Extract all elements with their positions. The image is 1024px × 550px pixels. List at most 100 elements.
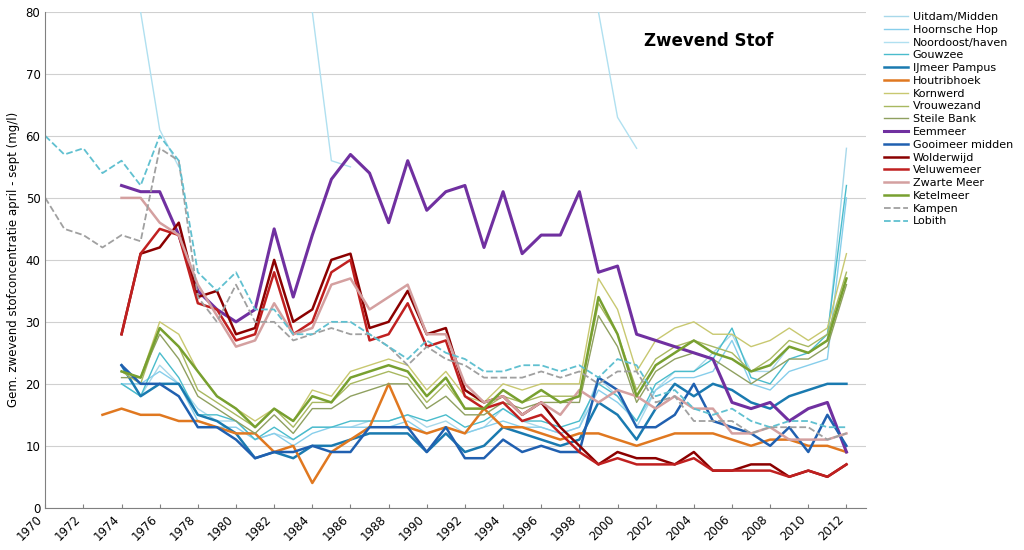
Gouwzee xyxy=(764,381,776,387)
Kornwerd xyxy=(611,306,624,313)
Wolderwijd xyxy=(802,468,814,474)
Steile Bank xyxy=(516,405,528,412)
Lobith xyxy=(229,269,242,276)
Eemmeer xyxy=(802,405,814,412)
Kampen xyxy=(173,157,185,164)
Kampen xyxy=(592,381,604,387)
Kornwerd xyxy=(134,375,146,381)
Vrouwezand xyxy=(154,324,166,331)
Vrouwezand xyxy=(326,399,338,406)
Gooimeer midden xyxy=(229,436,242,443)
Uitdam/Midden xyxy=(364,417,376,424)
Lobith xyxy=(573,362,586,369)
Vrouwezand xyxy=(649,356,662,362)
Ketelmeer xyxy=(306,393,318,399)
Hoornsche Hop xyxy=(191,417,204,424)
Veluwemeer xyxy=(497,399,509,406)
Wolderwijd xyxy=(726,468,738,474)
Veluwemeer xyxy=(802,468,814,474)
Steile Bank xyxy=(229,417,242,424)
Steile Bank xyxy=(821,343,834,350)
Eemmeer xyxy=(173,232,185,238)
Kampen xyxy=(96,244,109,251)
Kornwerd xyxy=(821,324,834,331)
Zwarte Meer xyxy=(478,399,490,406)
Hoornsche Hop xyxy=(802,362,814,369)
Houtribhoek xyxy=(821,443,834,449)
Kampen xyxy=(58,226,71,232)
Uitdam/Midden xyxy=(116,381,128,387)
Vrouwezand xyxy=(134,381,146,387)
Line: Veluwemeer: Veluwemeer xyxy=(122,229,847,477)
Zwarte Meer xyxy=(191,282,204,288)
Gouwzee xyxy=(649,381,662,387)
Ketelmeer xyxy=(191,368,204,375)
Zwarte Meer xyxy=(268,300,281,306)
IJmeer Pampus xyxy=(497,424,509,431)
Kampen xyxy=(611,368,624,375)
Line: Kornwerd: Kornwerd xyxy=(122,254,847,421)
Steile Bank xyxy=(688,350,700,356)
Vrouwezand xyxy=(726,350,738,356)
Uitdam/Midden xyxy=(592,375,604,381)
Steile Bank xyxy=(802,356,814,362)
Kornwerd xyxy=(364,362,376,369)
Veluwemeer xyxy=(611,455,624,461)
Zwarte Meer xyxy=(344,275,356,282)
Gooimeer midden xyxy=(401,424,414,431)
Gouwzee xyxy=(631,417,643,424)
Zwarte Meer xyxy=(592,399,604,406)
Hoornsche Hop xyxy=(134,381,146,387)
Wolderwijd xyxy=(326,256,338,263)
Houtribhoek xyxy=(554,436,566,443)
Uitdam/Midden xyxy=(802,350,814,356)
Eemmeer xyxy=(764,399,776,406)
Gouwzee xyxy=(802,350,814,356)
Gouwzee xyxy=(268,424,281,431)
Veluwemeer xyxy=(421,343,433,350)
Veluwemeer xyxy=(249,331,261,338)
Legend: Uitdam/Midden, Hoornsche Hop, Noordoost/haven, Gouwzee, IJmeer Pampus, Houtribho: Uitdam/Midden, Hoornsche Hop, Noordoost/… xyxy=(880,8,1017,231)
Uitdam/Midden xyxy=(401,411,414,418)
Lobith xyxy=(764,424,776,431)
Veluwemeer xyxy=(401,300,414,306)
Kampen xyxy=(554,375,566,381)
Ketelmeer xyxy=(383,362,395,369)
Houtribhoek xyxy=(306,480,318,486)
Vrouwezand xyxy=(744,368,757,375)
Kornwerd xyxy=(573,381,586,387)
Eemmeer xyxy=(344,151,356,158)
Gooimeer midden xyxy=(611,387,624,393)
Lobith xyxy=(58,151,71,158)
Wolderwijd xyxy=(229,331,242,338)
Kornwerd xyxy=(439,368,452,375)
Steile Bank xyxy=(211,405,223,412)
Hoornsche Hop xyxy=(669,375,681,381)
Uitdam/Midden xyxy=(726,331,738,338)
Eemmeer xyxy=(536,232,548,238)
Vrouwezand xyxy=(173,343,185,350)
Wolderwijd xyxy=(573,443,586,449)
Wolderwijd xyxy=(707,468,719,474)
Gouwzee xyxy=(821,331,834,338)
Ketelmeer xyxy=(821,337,834,344)
Uitdam/Midden xyxy=(173,381,185,387)
Lobith xyxy=(516,362,528,369)
Veluwemeer xyxy=(173,232,185,238)
Lobith xyxy=(821,424,834,431)
IJmeer Pampus xyxy=(821,381,834,387)
IJmeer Pampus xyxy=(516,430,528,437)
Uitdam/Midden xyxy=(536,424,548,431)
Ketelmeer xyxy=(841,275,853,282)
Gooimeer midden xyxy=(383,424,395,431)
Kornwerd xyxy=(229,405,242,412)
Eemmeer xyxy=(592,269,604,276)
Gooimeer midden xyxy=(154,381,166,387)
Hoornsche Hop xyxy=(116,381,128,387)
Zwarte Meer xyxy=(688,405,700,412)
IJmeer Pampus xyxy=(631,436,643,443)
Veluwemeer xyxy=(554,430,566,437)
Ketelmeer xyxy=(726,356,738,362)
Steile Bank xyxy=(631,399,643,406)
Zwarte Meer xyxy=(573,387,586,393)
